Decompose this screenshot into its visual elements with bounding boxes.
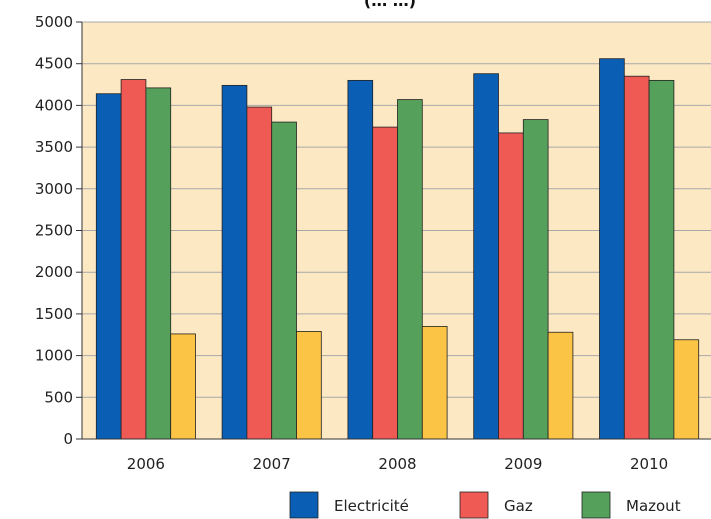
x-tick-label: 2010 — [630, 455, 668, 473]
bar — [421, 326, 448, 440]
bar — [170, 333, 196, 440]
x-tick-label: 2009 — [504, 455, 542, 473]
y-tick-label: 5000 — [35, 13, 73, 31]
y-tick-label: 3000 — [35, 180, 73, 198]
y-tick-label: 1500 — [35, 305, 73, 323]
bar — [522, 119, 549, 440]
legend-swatch — [289, 491, 319, 519]
y-tick-label: 3500 — [35, 138, 73, 156]
bar — [372, 126, 398, 440]
bar — [498, 132, 524, 440]
bar — [473, 73, 499, 440]
bar — [296, 331, 322, 440]
y-tick-label: 1000 — [35, 347, 73, 365]
legend-swatch — [581, 491, 611, 519]
bar — [246, 106, 273, 440]
bar — [397, 99, 423, 440]
y-tick-label: 0 — [63, 430, 73, 448]
bar — [95, 93, 122, 440]
x-tick-label: 2007 — [253, 455, 291, 473]
y-tick-label: 4500 — [35, 55, 73, 73]
y-tick-label: 500 — [44, 388, 73, 406]
bars — [95, 58, 700, 440]
legend-swatch — [459, 491, 489, 519]
bar — [347, 79, 374, 440]
legend-label: Gaz — [504, 497, 533, 515]
chart-title: (… …) — [364, 0, 416, 10]
bar — [221, 84, 248, 440]
legend-label: Mazout — [626, 497, 681, 515]
y-tick-label: 4000 — [35, 96, 73, 114]
bar — [673, 339, 700, 440]
x-tick-label: 2006 — [127, 455, 165, 473]
x-tick-label: 2008 — [378, 455, 416, 473]
bar — [648, 79, 675, 440]
y-tick-label: 2000 — [35, 263, 73, 281]
bar — [145, 87, 172, 440]
bar — [599, 58, 625, 440]
legend: Electricité Gaz Mazout — [289, 491, 681, 519]
bar — [271, 121, 297, 440]
y-tick-label: 2500 — [35, 222, 73, 240]
bar — [120, 79, 147, 440]
axes: 0 500 1000 1500 2000 2500 3000 3500 4000 4500 5000… — [35, 13, 711, 473]
legend-label: Electricité — [334, 497, 409, 515]
bar — [623, 75, 650, 440]
bar — [547, 331, 574, 440]
